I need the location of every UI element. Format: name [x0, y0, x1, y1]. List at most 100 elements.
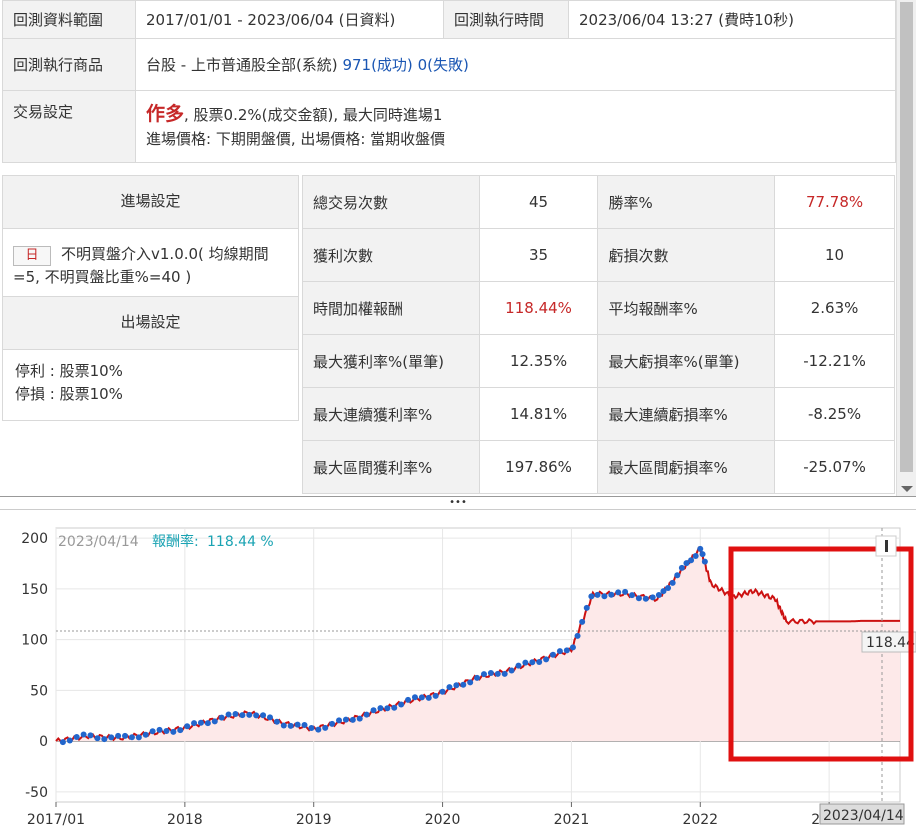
trade-fee: , 股票0.2%(成交金額), 最大同時進場1: [184, 106, 443, 124]
stat-label: 時間加權報酬: [302, 281, 480, 335]
stat-value: 77.78%: [774, 175, 895, 229]
trade-marker: [94, 735, 101, 742]
trade-marker: [683, 560, 690, 567]
trade-marker: [601, 593, 608, 600]
y-tick-label: 150: [21, 582, 48, 598]
trade-marker: [108, 734, 115, 741]
stats-table: 總交易次數 45 勝率% 77.78% 獲利次數 35 虧損次數 10 時間加權報酬 118.44…: [302, 175, 895, 494]
x-tick-label: 2021: [554, 812, 590, 828]
trade-marker: [184, 723, 191, 730]
trade-marker: [232, 710, 239, 717]
stat-value: 14.81%: [478, 387, 599, 441]
chart-settings-icon[interactable]: [875, 535, 897, 557]
return-chart[interactable]: 200 150 100 50 0 -50 2017/01 2018 2019 2020 2021 2…: [0, 510, 916, 834]
trade-marker: [59, 739, 66, 746]
scroll-down-arrow-icon[interactable]: [901, 486, 913, 492]
trade-side: 作多: [146, 103, 185, 125]
trade-marker: [287, 722, 294, 729]
trade-marker: [622, 588, 629, 595]
stat-value: 2.63%: [774, 281, 895, 335]
trade-marker: [508, 667, 515, 674]
stat-label: 最大連續虧損率%: [597, 387, 776, 441]
stat-label: 勝率%: [597, 175, 776, 229]
splitter-grip-icon[interactable]: •••: [449, 497, 467, 508]
success-count[interactable]: 971(成功): [342, 56, 413, 74]
trade-marker: [315, 726, 322, 733]
stat-value: 12.35%: [478, 334, 599, 388]
strategy-text[interactable]: 不明買盤介入v1.0.0( 均線期間=5, 不明買盤比重%=40 ): [13, 245, 269, 286]
trade-marker: [615, 589, 622, 596]
trade-marker: [398, 701, 405, 708]
trade-marker: [204, 720, 211, 727]
trade-marker: [688, 557, 695, 564]
trade-marker: [342, 716, 349, 723]
trade-marker: [642, 595, 649, 602]
trade-marker: [556, 648, 563, 655]
exec-time-value: 2023/06/04 13:27 (費時10秒): [568, 0, 896, 39]
cursor-date-label: 2023/04/14: [823, 808, 904, 824]
trade-marker: [266, 714, 273, 721]
trade-marker: [170, 728, 177, 735]
stop-loss: 停損 : 股票10%: [15, 385, 123, 403]
y-tick-label: 100: [21, 633, 48, 649]
trade-marker: [543, 656, 550, 663]
y-tick-label: 50: [30, 683, 48, 699]
trade-marker: [122, 732, 129, 739]
pane-splitter[interactable]: •••: [0, 496, 916, 510]
x-tick-label: 2020: [425, 812, 461, 828]
trade-marker: [163, 727, 170, 734]
trade-marker: [608, 591, 615, 598]
trade-marker: [197, 719, 204, 726]
cursor-date-box: [819, 803, 905, 825]
trade-marker: [225, 711, 232, 718]
exit-settings: 停利 : 股票10% 停損 : 股票10%: [3, 350, 298, 420]
trade-marker: [149, 728, 156, 735]
trade-label: 交易設定: [2, 90, 136, 163]
stat-label: 總交易次數: [302, 175, 480, 229]
backtest-info-table: 回測資料範圍 2017/01/01 - 2023/06/04 (日資料) 回測執…: [2, 0, 896, 163]
trade-marker: [128, 734, 135, 741]
trade-marker: [453, 682, 460, 689]
trade-marker: [569, 644, 576, 651]
scrollbar-thumb[interactable]: [900, 2, 913, 472]
trade-marker: [460, 681, 467, 688]
trade-markers: [59, 545, 708, 746]
trade-marker: [87, 732, 94, 739]
exit-header: 出場設定: [3, 297, 298, 350]
product-label: 回測執行商品: [2, 38, 136, 91]
stat-value: 10: [774, 228, 895, 282]
stats-row: 總交易次數 45 勝率% 77.78%: [302, 175, 895, 229]
trade-marker: [583, 604, 590, 611]
stat-label: 獲利次數: [302, 228, 480, 282]
y-axis: 200 150 100 50 0 -50: [21, 531, 48, 801]
trade-marker: [515, 662, 522, 669]
stat-value: -12.21%: [774, 334, 895, 388]
daily-badge: 日: [13, 246, 51, 266]
fail-count[interactable]: 0(失敗): [417, 56, 469, 74]
legend-date: 2023/04/14: [58, 534, 139, 550]
trade-marker: [73, 733, 80, 740]
trade-marker: [446, 684, 453, 691]
trade-marker: [563, 647, 570, 654]
stat-value: 118.44%: [478, 281, 599, 335]
vertical-scrollbar[interactable]: [896, 0, 916, 496]
trade-marker: [494, 670, 501, 677]
y-tick-label: 200: [21, 531, 48, 547]
legend-value: 118.44 %: [207, 534, 274, 550]
stats-row: 最大獲利率%(單筆) 12.35% 最大虧損率%(單筆) -12.21%: [302, 334, 895, 388]
range-label: 回測資料範圍: [2, 0, 136, 39]
stat-label: 最大連續獲利率%: [302, 387, 480, 441]
stat-label: 最大區間獲利率%: [302, 440, 480, 494]
trade-marker: [156, 726, 163, 733]
trade-marker: [629, 592, 636, 599]
trade-marker: [669, 579, 676, 586]
trade-marker: [655, 591, 662, 598]
stat-value: -8.25%: [774, 387, 895, 441]
stat-value: -25.07%: [774, 440, 895, 494]
trade-marker: [474, 674, 481, 681]
stat-value: 45: [478, 175, 599, 229]
stat-value: 197.86%: [478, 440, 599, 494]
trade-marker: [425, 694, 432, 701]
trade-marker: [391, 704, 398, 711]
trade-marker: [665, 585, 672, 592]
